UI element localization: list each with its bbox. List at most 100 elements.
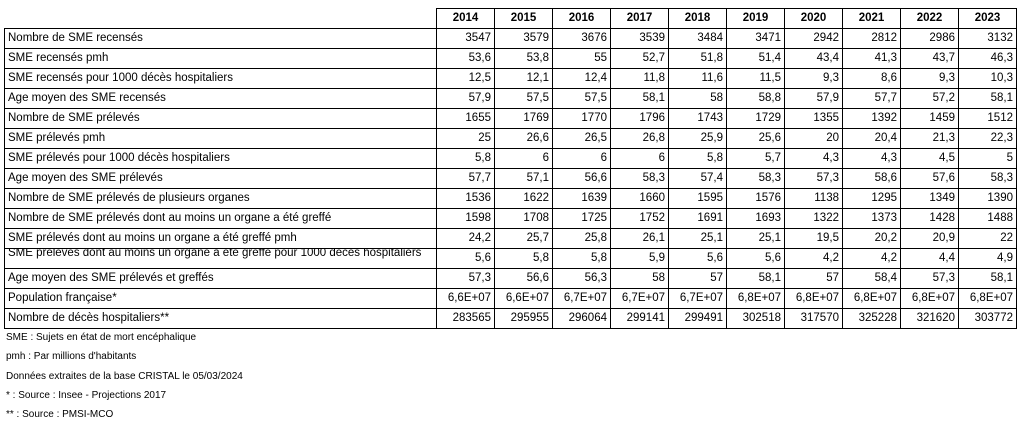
- year-header: 2018: [668, 8, 727, 29]
- year-header: 2019: [726, 8, 785, 29]
- table-cell: 6,6E+07: [436, 288, 495, 309]
- row-label: Nombre de décès hospitaliers**: [4, 308, 437, 329]
- table-cell: 1693: [726, 208, 785, 229]
- table-cell: 6,7E+07: [610, 288, 669, 309]
- row-label: Nombre de SME prélevés de plusieurs orga…: [4, 188, 437, 209]
- table-cell: 1729: [726, 108, 785, 129]
- table-cell: 22,3: [958, 128, 1017, 149]
- table-cell: 58,6: [842, 168, 901, 189]
- table-cell: 56,6: [552, 168, 611, 189]
- footnote: SME : Sujets en état de mort encéphaliqu…: [6, 332, 197, 343]
- table-row: Age moyen des SME prélevés et greffés 57,…: [4, 268, 1017, 289]
- row-label: SME recensés pour 1000 décès hospitalier…: [4, 68, 437, 89]
- table-cell: 1536: [436, 188, 495, 209]
- table-cell: 5,8: [494, 248, 553, 269]
- table-cell: 1392: [842, 108, 901, 129]
- table-cell: 57,4: [668, 168, 727, 189]
- statistics-table-container: 2014 2015 2016 2017 2018 2019 2020 2021 …: [4, 8, 1017, 329]
- table-cell: 53,8: [494, 48, 553, 69]
- year-header-row: 2014 2015 2016 2017 2018 2019 2020 2021 …: [4, 8, 1017, 29]
- row-label: SME prélevés pmh: [4, 128, 437, 149]
- table-cell: 19,5: [784, 228, 843, 249]
- table-cell: 1725: [552, 208, 611, 229]
- table-cell: 6,8E+07: [784, 288, 843, 309]
- footnote: * : Source : Insee - Projections 2017: [6, 389, 167, 401]
- row-label: Age moyen des SME prélevés et greffés: [4, 268, 437, 289]
- table-cell: 20,9: [900, 228, 959, 249]
- table-cell: 5,9: [610, 248, 669, 269]
- table-row: Nombre de SME recensés 3547 3579 3676 3539 34…: [4, 28, 1017, 49]
- row-label: Age moyen des SME prélevés: [4, 168, 437, 189]
- row-label: SME prélevés dont au moins un organe a é…: [4, 228, 437, 249]
- year-header: 2023: [958, 8, 1017, 29]
- table-cell: 43,7: [900, 48, 959, 69]
- table-cell: 26,6: [494, 128, 553, 149]
- table-cell: 51,4: [726, 48, 785, 69]
- table-cell: 1595: [668, 188, 727, 209]
- table-cell: 26,1: [610, 228, 669, 249]
- table-cell: 5: [958, 148, 1017, 169]
- table-row: Nombre de SME prélevés dont au moins un …: [4, 208, 1017, 229]
- table-cell: 1488: [958, 208, 1017, 229]
- table-cell: 6,7E+07: [668, 288, 727, 309]
- year-header: 2021: [842, 8, 901, 29]
- table-cell: 5,6: [668, 248, 727, 269]
- table-cell: 57,9: [784, 88, 843, 109]
- table-cell: 57,3: [436, 268, 495, 289]
- table-cell: 1639: [552, 188, 611, 209]
- table-cell: 52,7: [610, 48, 669, 69]
- year-header: 2015: [494, 8, 553, 29]
- table-cell: 1655: [436, 108, 495, 129]
- table-cell: 56,6: [494, 268, 553, 289]
- table-cell: 57,7: [842, 88, 901, 109]
- table-cell: 321620: [900, 308, 959, 329]
- table-row: SME prélevés pmh 25 26,6 26,5 26,8 25,9 25,6 20…: [4, 128, 1017, 149]
- table-cell: 8,6: [842, 68, 901, 89]
- table-cell: 58,1: [726, 268, 785, 289]
- table-cell: 6,7E+07: [552, 288, 611, 309]
- table-cell: 1770: [552, 108, 611, 129]
- year-header: 2016: [552, 8, 611, 29]
- year-header: 2020: [784, 8, 843, 29]
- table-cell: 25,6: [726, 128, 785, 149]
- table-row: Population française* 6,6E+07 6,6E+07 6,7E+…: [4, 288, 1017, 309]
- row-label: Nombre de SME recensés: [4, 28, 437, 49]
- table-cell: 11,8: [610, 68, 669, 89]
- table-cell: 1322: [784, 208, 843, 229]
- row-label: Nombre de SME prélevés: [4, 108, 437, 129]
- table-cell: 21,3: [900, 128, 959, 149]
- table-cell: 1428: [900, 208, 959, 229]
- table-cell: 317570: [784, 308, 843, 329]
- table-cell: 57: [784, 268, 843, 289]
- row-label: Age moyen des SME recensés: [4, 88, 437, 109]
- footnotes: SME : Sujets en état de mort encéphaliqu…: [6, 332, 243, 429]
- table-cell: 26,5: [552, 128, 611, 149]
- table-cell: 1708: [494, 208, 553, 229]
- table-cell: 12,1: [494, 68, 553, 89]
- table-cell: 1691: [668, 208, 727, 229]
- table-cell: 53,6: [436, 48, 495, 69]
- table-cell: 1598: [436, 208, 495, 229]
- table-row: Age moyen des SME recensés 57,9 57,5 57,5 58…: [4, 88, 1017, 109]
- table-cell: 3547: [436, 28, 495, 49]
- table-cell: 1796: [610, 108, 669, 129]
- table-cell: 43,4: [784, 48, 843, 69]
- table-cell: 5,8: [436, 148, 495, 169]
- table-cell: 4,3: [842, 148, 901, 169]
- footnote: ** : Source : PMSI-MCO: [6, 409, 114, 421]
- table-cell: 58,8: [726, 88, 785, 109]
- table-cell: 2812: [842, 28, 901, 49]
- table-cell: 58: [610, 268, 669, 289]
- table-cell: 57,3: [900, 268, 959, 289]
- table-cell: 11,6: [668, 68, 727, 89]
- statistics-table: 2014 2015 2016 2017 2018 2019 2020 2021 …: [4, 8, 1017, 329]
- table-cell: 11,5: [726, 68, 785, 89]
- table-cell: 57,5: [494, 88, 553, 109]
- table-cell: 57,3: [784, 168, 843, 189]
- table-cell: 4,2: [784, 248, 843, 269]
- table-cell: 24,2: [436, 228, 495, 249]
- table-cell: 1390: [958, 188, 1017, 209]
- table-cell: 25,7: [494, 228, 553, 249]
- table-cell: 51,8: [668, 48, 727, 69]
- table-cell: 25,1: [726, 228, 785, 249]
